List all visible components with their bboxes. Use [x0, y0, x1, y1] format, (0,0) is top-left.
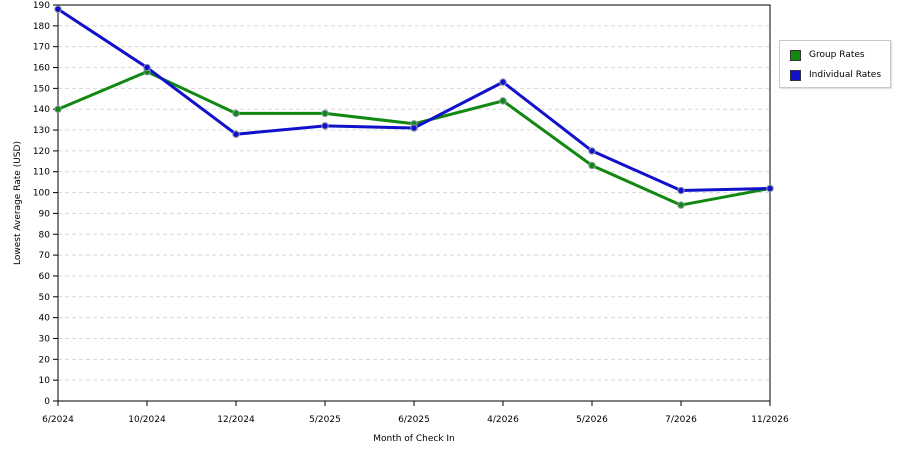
y-tick-label: 120 [33, 147, 50, 157]
legend-item-individual-rates: Individual Rates [790, 68, 881, 82]
y-tick-label: 150 [33, 84, 50, 94]
series-line-individual-rates [57, 7, 771, 192]
data-point-individual-rates [232, 130, 240, 138]
data-point-individual-rates [766, 184, 774, 193]
data-point-individual-rates [321, 122, 329, 130]
y-tick-label: 160 [33, 64, 50, 74]
data-point-individual-rates [143, 63, 151, 72]
plot-border [57, 4, 771, 402]
series-line-group-rates [57, 70, 771, 207]
y-tick-label: 60 [39, 272, 51, 282]
data-point-group-rates [232, 109, 240, 118]
y-tick-label: 30 [39, 334, 51, 344]
y-tick-label: 100 [33, 189, 50, 199]
x-tick-label: 10/2024 [128, 415, 166, 425]
x-axis-ticks: 6/2024 10/2024 12/2024 5/2025 6/2025 4/2026 5/… [42, 401, 789, 425]
x-tick-label: 12/2024 [217, 415, 255, 425]
series-lines [54, 5, 774, 209]
x-tick-label: 6/2025 [398, 415, 430, 425]
y-tick-label: 190 [33, 1, 50, 11]
x-tick-label: 6/2024 [42, 415, 74, 425]
y-tick-label: 110 [33, 168, 50, 178]
y-tick-label: 170 [33, 43, 50, 53]
x-tick-label: 5/2025 [309, 415, 341, 425]
x-tick-label: 7/2026 [665, 415, 697, 425]
data-point-individual-rates [54, 5, 62, 13]
y-tick-label: 130 [33, 126, 50, 136]
y-tick-label: 70 [39, 251, 51, 261]
x-tick-label: 4/2026 [487, 415, 519, 425]
data-point-individual-rates [677, 186, 685, 195]
y-axis-label: Lowest Average Rate (USD) [13, 141, 23, 265]
y-tick-label: 10 [39, 376, 51, 386]
data-point-individual-rates [588, 147, 596, 155]
x-axis-label: Month of Check In [373, 434, 455, 444]
legend-swatch-individual-rates [790, 69, 801, 81]
legend-item-group-rates: Group Rates [790, 48, 865, 62]
data-point-individual-rates [499, 78, 507, 86]
y-tick-label: 90 [39, 209, 51, 219]
y-tick-label: 140 [33, 105, 50, 115]
data-point-group-rates [499, 97, 507, 105]
data-point-group-rates [588, 161, 596, 170]
legend-swatch-group-rates [790, 49, 801, 61]
y-tick-label: 50 [39, 293, 51, 303]
legend: Group Rates Individual Rates [779, 40, 891, 88]
x-tick-label: 5/2026 [576, 415, 608, 425]
y-tick-label: 40 [39, 314, 51, 324]
plot-frame [57, 4, 771, 402]
y-tick-label: 180 [33, 22, 50, 32]
data-point-group-rates [677, 201, 685, 209]
data-point-group-rates [321, 109, 329, 118]
legend-label-individual-rates: Individual Rates [809, 70, 882, 80]
y-axis-ticks: 0 10 20 30 40 50 60 70 80 90 100 110 120 130 140 150 160… [33, 1, 58, 407]
data-point-individual-rates [410, 124, 418, 132]
gridlines [58, 4, 770, 381]
y-tick-label: 20 [39, 355, 51, 365]
legend-label-group-rates: Group Rates [809, 50, 865, 60]
y-tick-label: 80 [39, 230, 51, 240]
x-tick-label: 11/2026 [751, 415, 789, 425]
data-point-group-rates [54, 105, 62, 113]
y-tick-label: 0 [44, 397, 50, 407]
